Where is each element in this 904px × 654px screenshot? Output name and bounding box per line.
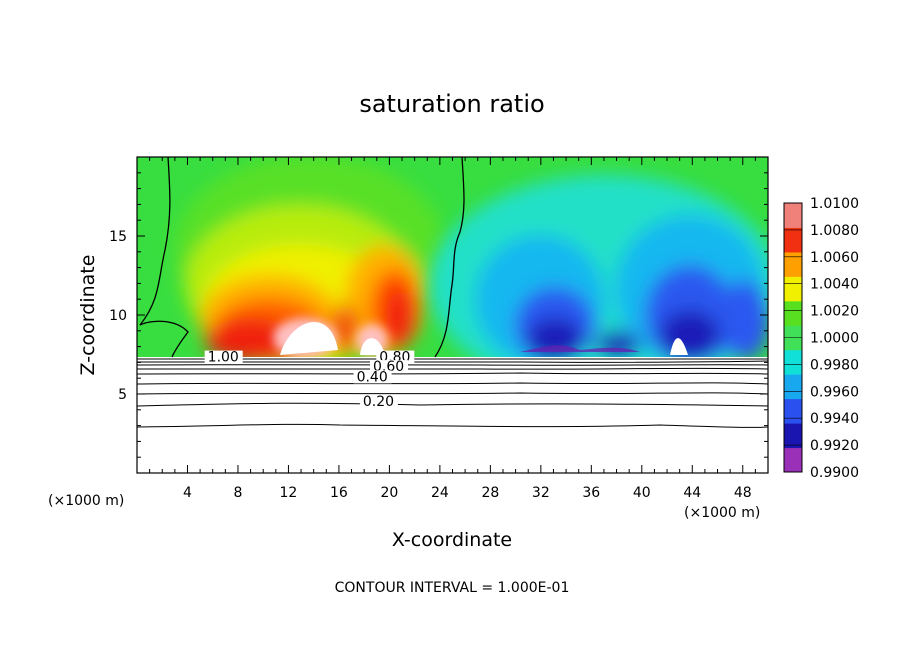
colorbar-swatch	[784, 398, 802, 424]
x-tick-label: 32	[532, 485, 550, 501]
y-tick-label: 5	[118, 387, 127, 403]
x-tick-label: 24	[431, 485, 449, 501]
colorbar-swatch	[784, 349, 802, 375]
contour-label-bg	[369, 360, 408, 374]
contour-label-bg	[204, 350, 243, 364]
contour-label: 0.20	[363, 394, 394, 410]
x-tick-label: 12	[280, 485, 298, 501]
colorbar-label: 1.0040	[810, 277, 859, 293]
colorbar-label: 1.0100	[810, 196, 859, 212]
colorbar-label: 0.9960	[810, 384, 859, 400]
contour-interval-footer: CONTOUR INTERVAL = 1.000E-01	[335, 580, 570, 596]
colorbar-swatch	[784, 300, 802, 326]
contour-label-bg	[359, 394, 398, 408]
colorbar: 1.0100 1.0080 1.0060 1.0040 1.0020 1.0000 0.99…	[783, 196, 859, 481]
contour-label-bg	[353, 370, 392, 384]
contour-labels: 1.00 0.800.600.400.20	[204, 350, 415, 410]
x-tick-label: 8	[233, 485, 242, 501]
colorbar-swatch	[784, 251, 802, 277]
colorbar-swatch	[784, 203, 802, 228]
x-axis-label: X-coordinate	[392, 529, 512, 551]
y-axis-label: Z-coordinate	[77, 255, 99, 376]
colorbar-swatch	[784, 447, 802, 473]
x-tick-label: 20	[380, 485, 398, 501]
y-tick-label: 10	[109, 308, 127, 324]
x-tick-label: 36	[582, 485, 600, 501]
x-axis-ticks: 4 8 12 16 20 24 28 32 36 40 44 48	[149, 157, 756, 501]
x-unit-label: (×1000 m)	[684, 505, 760, 521]
colorbar-label: 0.9980	[810, 357, 859, 373]
colorbar-label: 1.0020	[810, 304, 859, 320]
contour-label: 1.00	[208, 350, 239, 366]
colorbar-swatch	[784, 227, 802, 253]
colorbar-swatch	[784, 276, 802, 302]
colorbar-label: 1.0080	[810, 223, 859, 239]
x-tick-label: 4	[183, 485, 192, 501]
x-tick-label: 40	[633, 485, 651, 501]
y-tick-label: 15	[109, 229, 127, 245]
colorbar-swatch	[784, 374, 802, 400]
chart-title: saturation ratio	[359, 90, 544, 118]
colorbar-swatch	[784, 423, 802, 449]
contour-label: 0.40	[357, 369, 388, 385]
y-axis-ticks: 5 10 15	[109, 172, 768, 458]
x-tick-label: 16	[330, 485, 348, 501]
colorbar-label: 1.0060	[810, 250, 859, 266]
colorbar-label: 0.9940	[810, 411, 859, 427]
colorbar-label: 0.9920	[810, 438, 859, 454]
colorbar-label: 1.0000	[810, 331, 859, 347]
x-tick-label: 48	[734, 485, 752, 501]
colorbar-label: 0.9900	[810, 465, 859, 481]
x-tick-label: 28	[481, 485, 499, 501]
y-unit-label: (×1000 m)	[48, 493, 124, 509]
saturation-field	[137, 157, 768, 473]
x-tick-label: 44	[683, 485, 701, 501]
